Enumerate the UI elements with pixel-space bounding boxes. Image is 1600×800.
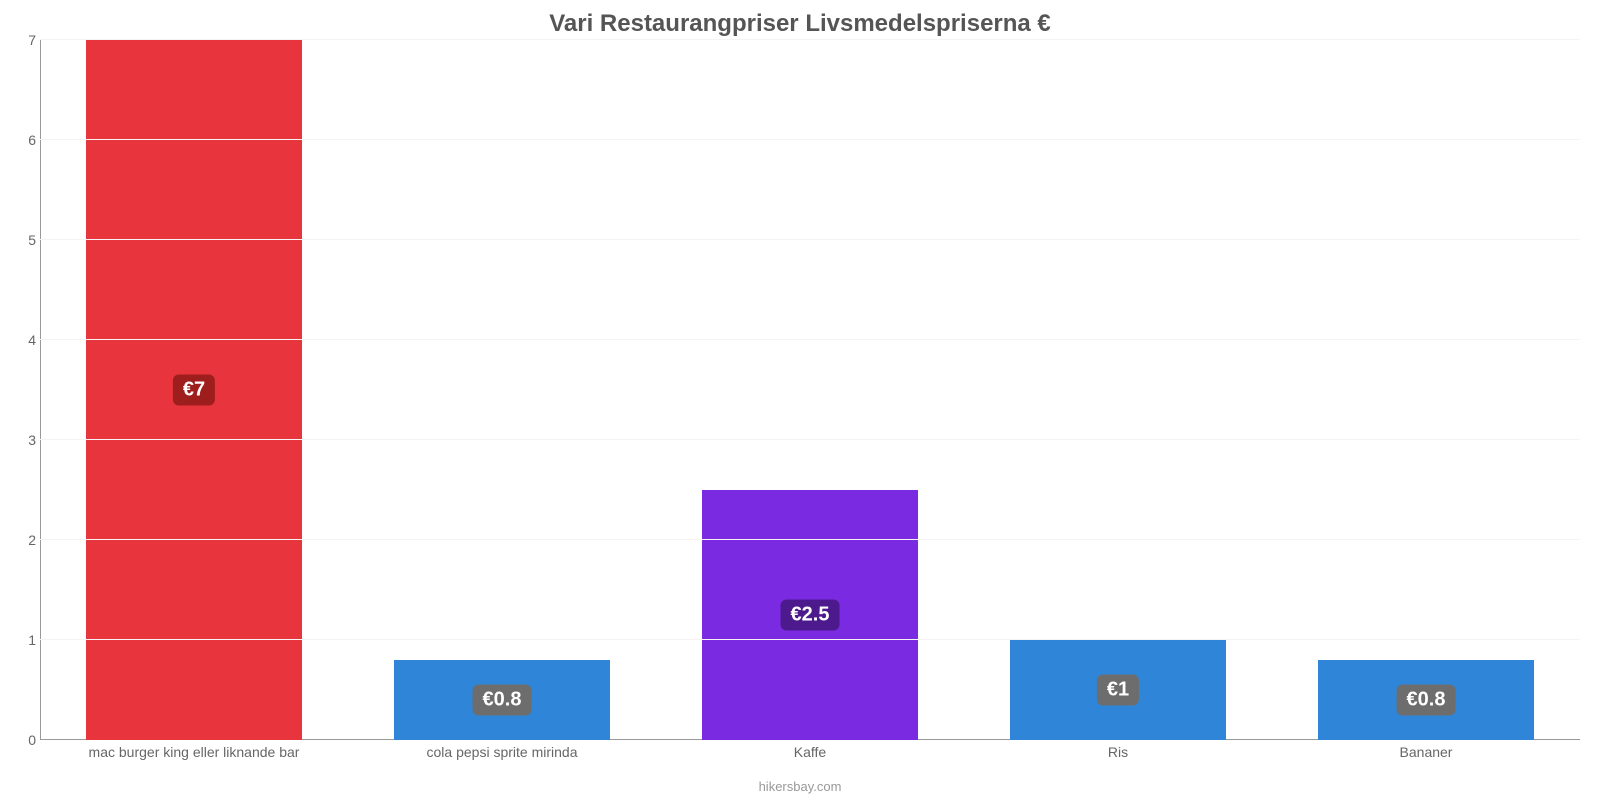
gridline [40,639,1580,640]
bar-slot: €2.5 [656,40,964,740]
bar: €0.8 [394,660,610,740]
chart-caption: hikersbay.com [0,779,1600,794]
x-axis-label: Kaffe [656,744,964,760]
chart-title: Vari Restaurangpriser Livsmedelspriserna… [0,10,1600,38]
y-tick-label: 5 [10,232,36,248]
bar-value-label: €7 [173,375,215,406]
plot-area: 01234567 €7€0.8€2.5€1€0.8 [40,40,1580,740]
x-axis-label: Ris [964,744,1272,760]
y-tick-label: 1 [10,632,36,648]
x-axis-label: cola pepsi sprite mirinda [348,744,656,760]
x-axis-labels: mac burger king eller liknande barcola p… [40,744,1580,760]
y-tick-label: 0 [10,732,36,748]
bar-value-label: €0.8 [473,685,532,716]
bar: €7 [86,40,302,740]
y-tick-label: 6 [10,132,36,148]
bar: €2.5 [702,490,918,740]
gridline [40,339,1580,340]
bars-container: €7 €0.8 €2.5 €1 €0.8 [40,40,1580,740]
y-tick-label: 2 [10,532,36,548]
y-tick-label: 4 [10,332,36,348]
price-bar-chart: Vari Restaurangpriser Livsmedelspriserna… [0,0,1600,800]
bar-slot: €1 [964,40,1272,740]
bar: €0.8 [1318,660,1534,740]
x-axis-label: Bananer [1272,744,1580,760]
y-tick-label: 7 [10,32,36,48]
y-tick-label: 3 [10,432,36,448]
bar-slot: €0.8 [1272,40,1580,740]
bar-value-label: €2.5 [781,600,840,631]
gridline [40,39,1580,40]
bar-value-label: €1 [1097,675,1139,706]
gridline [40,139,1580,140]
bar-slot: €0.8 [348,40,656,740]
bar-slot: €7 [40,40,348,740]
bar-value-label: €0.8 [1397,685,1456,716]
gridline [40,239,1580,240]
bar: €1 [1010,640,1226,740]
x-axis-label: mac burger king eller liknande bar [40,744,348,760]
gridline [40,539,1580,540]
gridline [40,439,1580,440]
y-axis: 01234567 [10,40,40,740]
